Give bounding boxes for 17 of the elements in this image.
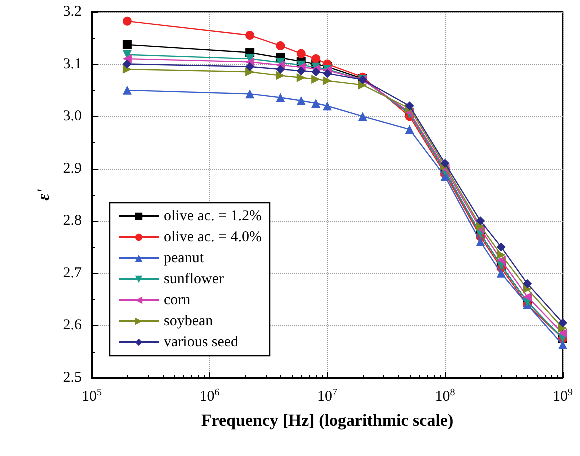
legend-label: olive ac. = 1.2% [164, 208, 262, 224]
y-tick-label: 3.2 [63, 4, 82, 20]
y-tick-label: 3.0 [63, 108, 82, 125]
y-tick-label: 3.1 [63, 56, 82, 72]
x-axis-title: Frequency [Hz] (logarithmic scale) [201, 411, 454, 430]
legend-label: soybean [164, 314, 214, 330]
legend-label: corn [164, 292, 192, 308]
y-tick-label: 2.5 [63, 370, 82, 386]
y-tick-label: 2.9 [63, 160, 82, 177]
y-axis-title: ε' [34, 188, 53, 201]
legend-label: peanut [164, 250, 205, 266]
legend-label: sunflower [164, 272, 224, 288]
legend-label: various seed [164, 334, 240, 350]
y-tick-label: 2.7 [63, 265, 82, 282]
y-tick-label: 2.8 [63, 213, 82, 230]
y-tick-label: 2.6 [63, 318, 82, 334]
legend-label: olive ac. = 4.0% [164, 230, 262, 246]
